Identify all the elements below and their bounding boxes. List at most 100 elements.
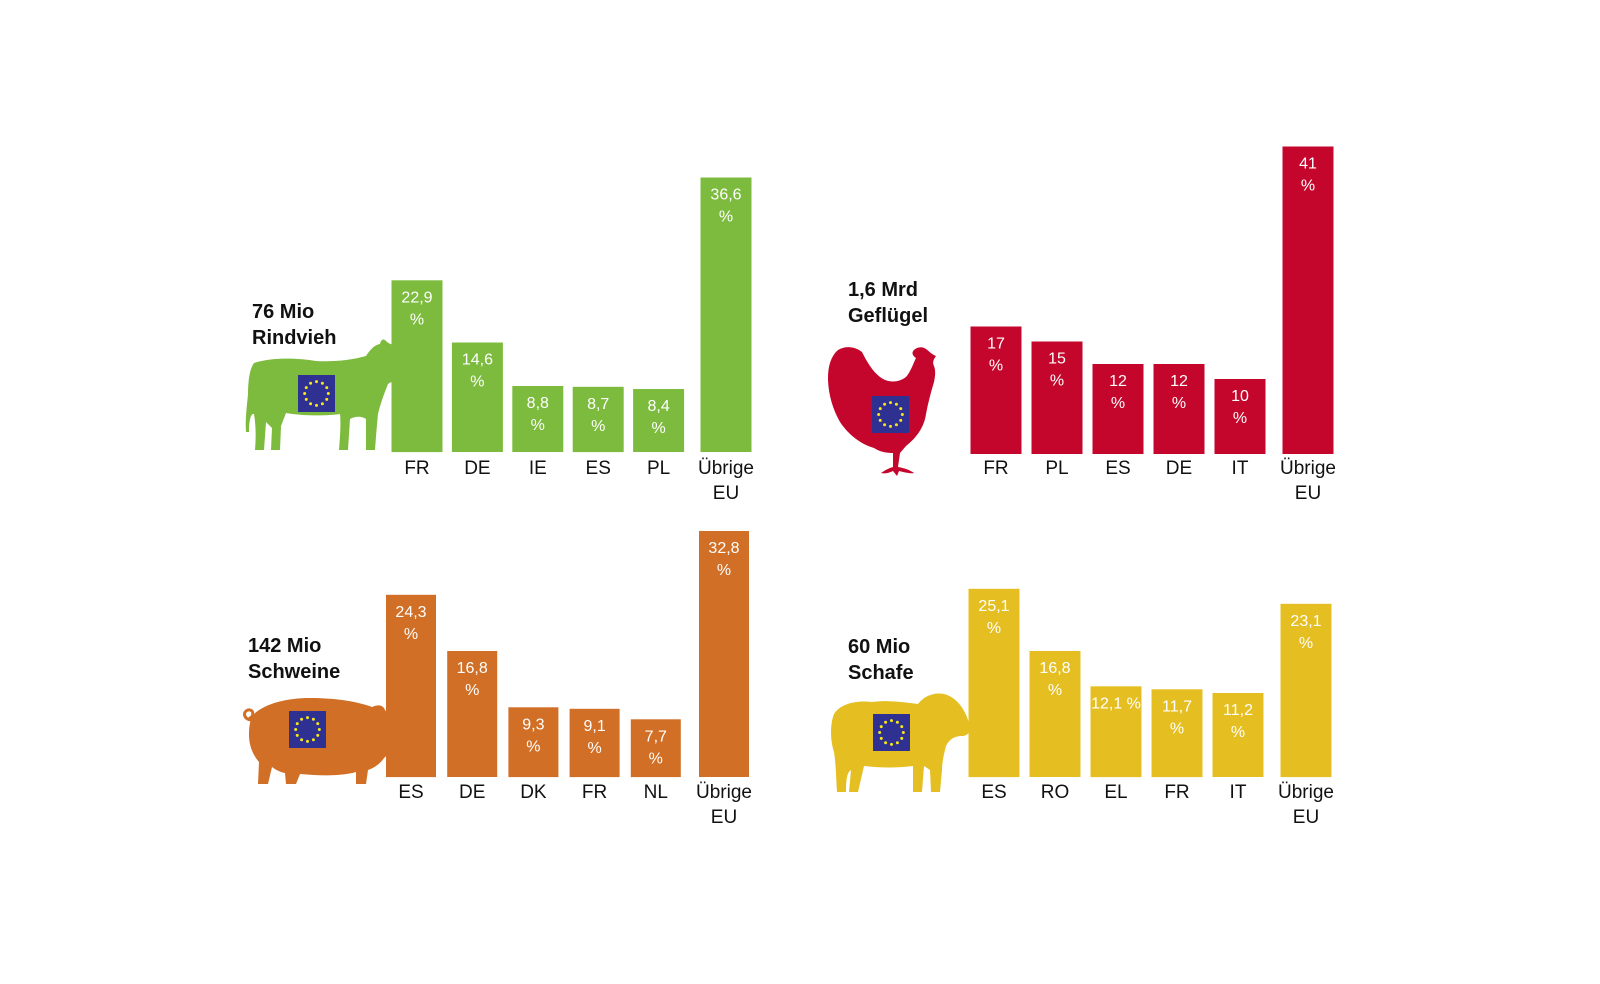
bar-value-label-line: % — [404, 626, 418, 643]
category-label-line: DE — [464, 458, 490, 479]
eu-flag-star — [878, 731, 882, 734]
bar-value-label-line: % — [1170, 720, 1184, 737]
bar — [1280, 603, 1332, 778]
eu-flag-star — [900, 413, 904, 416]
bar-value-label-line: % — [1172, 395, 1186, 412]
bar — [569, 708, 620, 778]
category-label: DE — [464, 458, 490, 479]
bar-value-label-line: % — [1233, 410, 1247, 427]
bar-value-label-line: % — [649, 750, 663, 767]
bar-value-label-line: 41 — [1299, 156, 1317, 173]
eu-flag-star — [311, 738, 315, 742]
category-label-line: FR — [404, 458, 429, 479]
category-label: DE — [459, 782, 485, 803]
category-label: PL — [647, 458, 670, 479]
bar-value-label: 22,9% — [401, 289, 432, 328]
bar-value-label-line: 11,2 — [1223, 702, 1253, 719]
eu-flag-star — [303, 392, 307, 395]
bar — [512, 386, 564, 452]
bar-value-label-line: % — [719, 209, 733, 226]
eu-flag-star — [884, 741, 888, 745]
category-label: FR — [582, 782, 607, 803]
category-label-line: ES — [398, 782, 423, 803]
bar-value-label-line: 12,1 % — [1091, 695, 1141, 712]
category-label-line: RO — [1041, 782, 1070, 803]
bar — [1031, 341, 1083, 454]
bar — [1212, 693, 1264, 777]
category-label-line: DK — [520, 782, 547, 803]
bar-value-label: 9,3% — [522, 716, 544, 755]
bar-value-label-line: 12 — [1109, 373, 1127, 390]
bar-value-label-line: 9,3 — [522, 716, 544, 733]
bar-value-label-line: % — [465, 682, 479, 699]
bar — [508, 707, 559, 778]
eu-flag-star — [309, 381, 313, 385]
eu-flag-star — [899, 407, 903, 411]
category-label-line: Übrige — [698, 458, 754, 479]
category-label: Übrige EU — [698, 458, 754, 504]
bar-value-label: 12,1 % — [1091, 695, 1141, 712]
bar-value-label: 7,7% — [645, 728, 667, 767]
eu-flag-star — [306, 739, 309, 743]
category-label-line: NL — [644, 782, 668, 803]
category-label: Übrige EU — [1278, 782, 1334, 828]
panel-title-line-2: Rindvieh — [252, 327, 336, 349]
category-label-line: IT — [1232, 458, 1249, 479]
category-label: IT — [1232, 458, 1249, 479]
bar-value-label-line: % — [410, 311, 424, 328]
category-label-line: IE — [529, 458, 547, 479]
panel-title: 142 Mio Schweine — [248, 635, 340, 683]
bar — [391, 280, 443, 453]
bar — [700, 177, 752, 452]
eu-flag-star — [879, 725, 883, 729]
bar-value-label: 36,6% — [710, 187, 741, 226]
bar-value-label: 9,1% — [583, 718, 605, 757]
bar-value-label: 11,2% — [1223, 702, 1253, 741]
bar — [630, 719, 681, 778]
bar-value-label-line: % — [987, 620, 1001, 637]
bar-value-label-line: % — [587, 740, 601, 757]
bar-value-label-line: 9,1 — [583, 718, 605, 735]
category-label-line: EU — [713, 483, 739, 504]
bar-value-label: 17% — [987, 336, 1005, 375]
bar-value-label-line: 12 — [1170, 373, 1188, 390]
eu-flag-star — [894, 423, 898, 427]
bar-value-label-line: 14,6 — [462, 352, 493, 369]
bar-value-label-line: 24,3 — [395, 604, 426, 621]
panel-title: 60 Mio Schafe — [848, 636, 916, 684]
eu-flag-star — [889, 401, 892, 405]
bar-value-label: 24,3% — [395, 604, 426, 643]
category-label-line: DE — [459, 782, 485, 803]
category-label: FR — [983, 458, 1008, 479]
eu-flag-star — [883, 423, 887, 427]
eu-flag-star — [315, 403, 318, 407]
eu-flag-star — [304, 397, 308, 401]
eu-flag-star — [884, 720, 888, 724]
bar-value-label: 32,8% — [708, 540, 739, 579]
eu-flag-star — [325, 386, 329, 390]
bar-value-label-line: 36,6 — [710, 187, 741, 204]
bar-value-label-line: 17 — [987, 336, 1005, 353]
category-label: Übrige EU — [1280, 458, 1336, 504]
category-label-line: FR — [983, 458, 1008, 479]
category-label: RO — [1041, 782, 1070, 803]
category-label: ES — [1105, 458, 1130, 479]
bar-value-label: 10% — [1231, 388, 1249, 427]
bar — [1029, 651, 1081, 777]
bar-value-label-line: % — [651, 420, 665, 437]
category-label: DE — [1166, 458, 1192, 479]
eu-flag-star — [295, 722, 299, 726]
category-label-line: EU — [711, 807, 737, 828]
panel-cattle: 76 Mio Rindvieh 22,9 % FR 14,6 % DE 8,8 % IE 8,7%… — [245, 177, 754, 504]
bar — [1153, 364, 1205, 454]
bar — [970, 326, 1022, 454]
bar-value-label: 23,1% — [1290, 613, 1321, 652]
bar-value-label-line: 25,1 — [978, 598, 1009, 615]
panel-title-line-1: 1,6 Mrd — [848, 279, 918, 301]
eu-flag-star — [890, 742, 893, 746]
eu-flag-star — [900, 736, 904, 740]
bar — [968, 588, 1020, 778]
bar-value-label-line: % — [531, 417, 545, 434]
eu-flag-star — [895, 720, 899, 724]
